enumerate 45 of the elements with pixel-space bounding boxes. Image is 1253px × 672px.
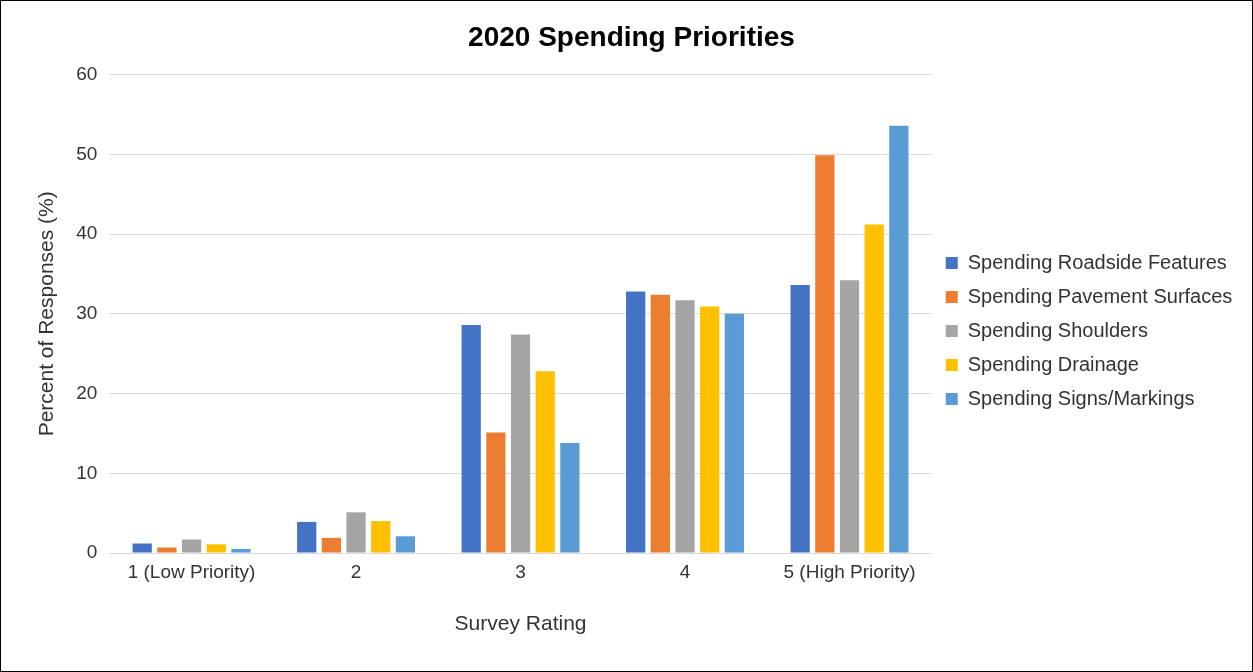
bar	[790, 285, 810, 553]
bar	[321, 537, 342, 553]
legend-label: Spending Roadside Features	[967, 250, 1227, 273]
bar	[510, 334, 531, 553]
bar	[231, 549, 251, 553]
x-tick-label: 2	[350, 560, 362, 582]
bar	[864, 224, 884, 553]
y-axis-title: Percent of Responses (%)	[34, 191, 58, 437]
x-tick-label: 1 (Low Priority)	[127, 560, 256, 582]
bar	[181, 539, 202, 553]
bar	[297, 521, 317, 553]
y-tick-label: 10	[76, 461, 98, 483]
bar	[535, 371, 555, 553]
y-tick-label: 50	[76, 142, 98, 164]
bar	[346, 512, 366, 553]
y-tick-label: 0	[86, 541, 98, 563]
bar	[650, 294, 670, 553]
x-tick-label: 5 (High Priority)	[783, 560, 916, 582]
x-tick-label: 4	[679, 560, 691, 582]
y-tick-label: 30	[76, 302, 98, 324]
bar	[395, 536, 416, 553]
bar	[815, 155, 835, 553]
bar	[206, 544, 226, 553]
bar	[700, 306, 720, 553]
y-tick-label: 20	[76, 381, 98, 403]
bar	[839, 280, 860, 553]
bar	[675, 300, 695, 553]
bar	[157, 547, 177, 553]
y-tick-label: 60	[76, 62, 98, 84]
bar	[486, 432, 506, 553]
bar	[626, 291, 646, 553]
bar	[724, 313, 744, 553]
y-tick-label: 40	[76, 222, 98, 244]
x-tick-label: 3	[515, 560, 526, 582]
bar	[132, 543, 152, 553]
bar	[371, 521, 391, 553]
legend-label: Spending Shoulders	[967, 318, 1148, 341]
bar	[889, 125, 909, 553]
legend-label: Spending Signs/Markings	[967, 386, 1195, 409]
legend-label: Spending Pavement Surfaces	[967, 284, 1233, 307]
legend-label: Spending Drainage	[967, 352, 1139, 375]
bar	[461, 324, 481, 553]
chart-title: 2020 Spending Priorities	[468, 20, 795, 52]
x-axis-title: Survey Rating	[454, 611, 587, 635]
bar	[560, 442, 580, 553]
